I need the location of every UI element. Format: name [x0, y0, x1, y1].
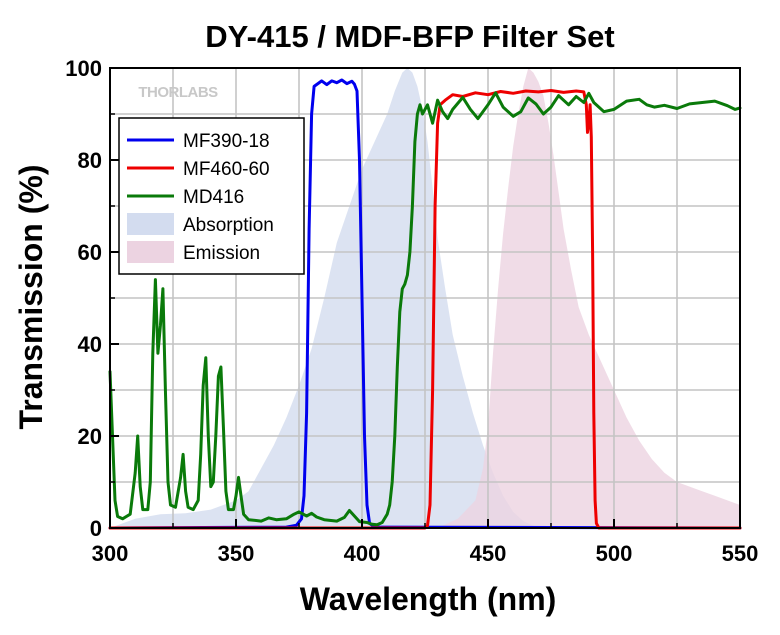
legend-label: MF390-18 — [183, 131, 270, 152]
thorlabs-watermark: THORLABS — [138, 84, 218, 101]
legend-item-absorption: Absorption — [127, 213, 274, 236]
x-tick-label: 500 — [596, 541, 633, 566]
legend-swatch-emission — [127, 241, 174, 263]
area-emission — [110, 68, 740, 528]
chart-title: DY-415 / MDF-BFP Filter Set — [205, 19, 614, 54]
legend-label: MF460-60 — [183, 159, 270, 180]
x-tick-label: 400 — [344, 541, 381, 566]
legend-item-emission: Emission — [127, 241, 260, 264]
legend-label: Emission — [183, 243, 260, 264]
lines-layer — [108, 78, 742, 530]
y-tick-label: 0 — [90, 516, 102, 541]
y-tick-label: 100 — [65, 56, 102, 81]
y-tick-label: 60 — [78, 240, 102, 265]
y-tick-label: 80 — [78, 148, 102, 173]
line-mf460-60 — [108, 89, 742, 530]
x-tick-label: 550 — [722, 541, 759, 566]
legend: MF390-18 MF460-60 MD416 Absorption Emission — [118, 117, 305, 275]
y-tick-label: 20 — [78, 424, 102, 449]
line-md416 — [108, 91, 742, 527]
legend-item-mf390-18: MF390-18 — [127, 131, 270, 152]
x-tick-label: 300 — [92, 541, 129, 566]
legend-item-mf460-60: MF460-60 — [127, 159, 270, 180]
y-tick-label: 40 — [78, 332, 102, 357]
legend-label: MD416 — [183, 187, 244, 208]
legend-label: Absorption — [183, 215, 274, 236]
ticks-layer: 300 350 400 450 500 550 0 20 40 60 80 100 — [65, 56, 758, 566]
legend-item-md416: MD416 — [127, 187, 244, 208]
y-axis-label: Transmission (%) — [13, 165, 49, 430]
legend-swatch-absorption — [127, 213, 174, 235]
x-tick-label: 450 — [470, 541, 507, 566]
x-tick-label: 350 — [218, 541, 255, 566]
line-mf390-18 — [108, 78, 742, 530]
x-axis-label: Wavelength (nm) — [300, 581, 557, 617]
